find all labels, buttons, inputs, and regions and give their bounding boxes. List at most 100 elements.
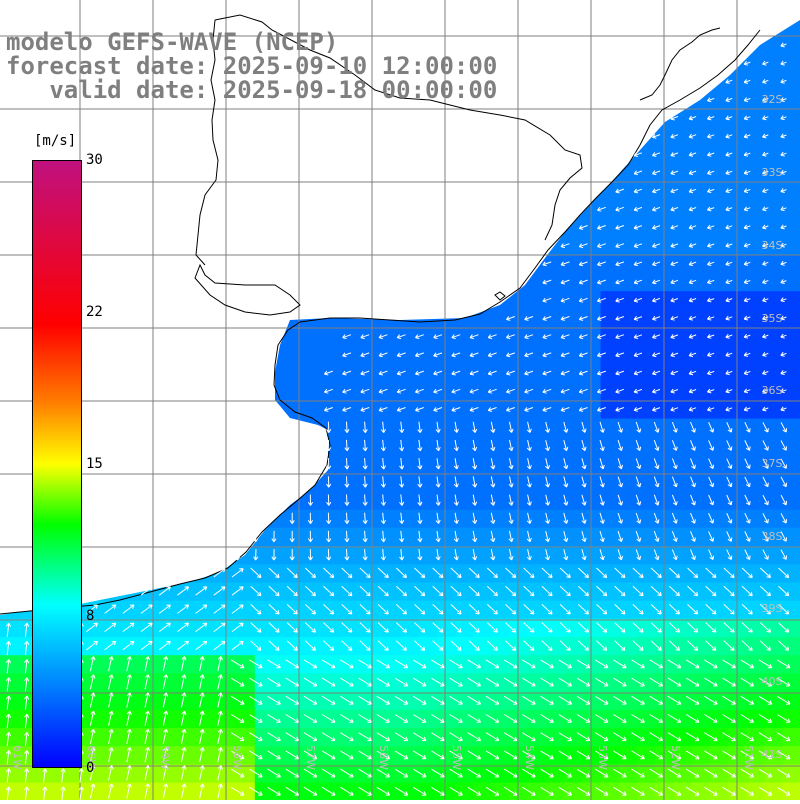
field-cell (746, 691, 765, 711)
wind-arrow (505, 640, 517, 651)
wind-arrow (140, 622, 153, 632)
land-area (0, 0, 800, 615)
wind-arrow (649, 677, 664, 687)
wind-arrow (468, 622, 480, 633)
field-cell (673, 182, 693, 201)
field-cell (782, 127, 800, 147)
field-cell (364, 673, 383, 693)
wind-arrow (180, 692, 187, 708)
field-cell (637, 564, 656, 583)
wind-arrow (740, 659, 755, 669)
wind-arrow (472, 530, 478, 543)
field-cell (600, 309, 620, 329)
field-cell (455, 764, 474, 784)
wind-arrow (217, 656, 223, 672)
field-cell (673, 327, 693, 347)
field-cell (600, 400, 620, 420)
field-cell (509, 473, 529, 492)
wind-arrow (487, 352, 497, 358)
field-cell (618, 473, 638, 492)
field-cell (509, 637, 529, 656)
field-cell (782, 564, 800, 583)
field-cell (691, 564, 711, 583)
field-cell (527, 491, 547, 511)
wind-arrow (670, 297, 679, 303)
wind-arrow (431, 750, 445, 760)
wind-arrow (559, 567, 571, 579)
wind-arrow (321, 786, 336, 796)
field-cell (327, 600, 347, 620)
field-cell (600, 364, 620, 383)
wind-arrow (362, 512, 368, 524)
field-cell (0, 655, 19, 674)
field-cell (400, 691, 420, 711)
field-cell (673, 764, 693, 784)
field-cell (455, 473, 474, 492)
field-cell (673, 455, 693, 474)
field-cell (746, 600, 765, 620)
wind-arrow (744, 458, 751, 470)
wind-arrow (523, 567, 535, 579)
field-cell (709, 527, 729, 547)
field-cell (309, 345, 329, 365)
wind-arrow (667, 768, 682, 778)
wind-arrow (670, 388, 679, 394)
field-cell (673, 600, 693, 620)
wind-arrow (704, 695, 718, 705)
field-cell (145, 618, 165, 638)
field-cell (218, 618, 238, 638)
field-cell (546, 527, 565, 547)
wind-arrow (472, 512, 478, 524)
wind-arrow (503, 677, 518, 687)
wind-arrow (326, 421, 332, 433)
field-cell (200, 618, 219, 638)
field-cell (600, 546, 620, 565)
wind-arrow (558, 677, 573, 687)
field-cell (764, 564, 784, 583)
field-cell (163, 709, 183, 729)
wind-arrow (542, 407, 552, 412)
wind-arrow (649, 695, 664, 705)
wind-arrow (776, 677, 791, 687)
wind-arrow (594, 768, 609, 778)
field-cell (746, 273, 765, 292)
wind-arrow (687, 622, 699, 633)
field-cell (18, 782, 37, 802)
field-cell (782, 163, 800, 183)
field-cell (655, 163, 674, 183)
field-cell (764, 163, 784, 183)
wind-arrow (707, 388, 715, 394)
field-cell (764, 327, 784, 347)
wind-arrow (631, 677, 645, 687)
field-cell (218, 673, 238, 693)
field-cell (600, 236, 620, 256)
field-cell (582, 527, 602, 547)
field-cell (764, 254, 784, 274)
wind-arrow (376, 659, 391, 669)
wind-arrow (688, 170, 697, 175)
field-cell (436, 691, 456, 711)
wind-arrow (597, 297, 606, 303)
wind-arrow (744, 440, 751, 451)
wind-arrow (633, 297, 643, 303)
wind-arrow (108, 710, 114, 726)
field-cell (782, 764, 800, 784)
field-cell (400, 673, 420, 693)
field-cell (509, 782, 529, 802)
field-cell (491, 527, 511, 547)
wind-arrow (304, 585, 316, 597)
field-cell (764, 709, 784, 729)
wind-arrow (42, 786, 48, 801)
field-cell (691, 436, 711, 456)
field-cell (564, 273, 583, 292)
field-cell (691, 400, 711, 420)
field-cell (509, 709, 529, 729)
field-cell (673, 291, 693, 310)
field-cell (655, 473, 674, 492)
field-cell (473, 618, 492, 638)
coastline-uruguay-inner (194, 263, 301, 316)
field-cell (309, 582, 329, 602)
field-cell (709, 782, 729, 802)
wind-arrow (559, 604, 571, 615)
